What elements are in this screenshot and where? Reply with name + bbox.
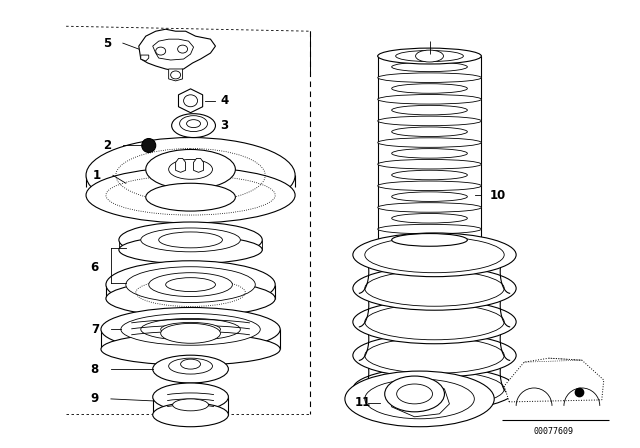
Ellipse shape xyxy=(166,278,216,292)
Ellipse shape xyxy=(378,51,481,61)
Ellipse shape xyxy=(156,47,166,55)
Ellipse shape xyxy=(392,233,467,246)
Ellipse shape xyxy=(353,267,516,310)
Ellipse shape xyxy=(392,192,467,202)
Ellipse shape xyxy=(392,235,467,245)
Ellipse shape xyxy=(153,403,228,427)
Ellipse shape xyxy=(161,323,220,343)
Ellipse shape xyxy=(101,307,280,351)
Ellipse shape xyxy=(86,168,295,223)
Ellipse shape xyxy=(159,232,223,248)
Ellipse shape xyxy=(397,384,433,404)
Polygon shape xyxy=(169,69,182,81)
Text: 8: 8 xyxy=(91,362,99,375)
Ellipse shape xyxy=(392,149,467,158)
Ellipse shape xyxy=(353,334,516,377)
Text: 7: 7 xyxy=(91,323,99,336)
Ellipse shape xyxy=(119,222,262,258)
Text: 3: 3 xyxy=(220,119,228,132)
Polygon shape xyxy=(179,89,203,113)
Ellipse shape xyxy=(415,50,444,62)
Ellipse shape xyxy=(141,319,241,340)
Polygon shape xyxy=(175,159,186,172)
Ellipse shape xyxy=(101,333,280,365)
Ellipse shape xyxy=(365,379,474,419)
Ellipse shape xyxy=(146,183,236,211)
Ellipse shape xyxy=(392,84,467,93)
Ellipse shape xyxy=(378,73,481,82)
Ellipse shape xyxy=(106,280,275,316)
Ellipse shape xyxy=(392,170,467,180)
Ellipse shape xyxy=(378,116,481,126)
Ellipse shape xyxy=(173,399,209,411)
Polygon shape xyxy=(153,39,193,60)
Ellipse shape xyxy=(180,359,200,369)
Text: 5: 5 xyxy=(102,37,111,50)
Ellipse shape xyxy=(378,224,481,234)
Ellipse shape xyxy=(365,237,504,273)
Ellipse shape xyxy=(392,127,467,137)
Ellipse shape xyxy=(86,138,295,213)
Ellipse shape xyxy=(106,261,275,309)
Ellipse shape xyxy=(378,181,481,190)
Ellipse shape xyxy=(178,45,188,53)
Ellipse shape xyxy=(142,138,156,152)
Text: 00077609: 00077609 xyxy=(534,427,574,436)
Ellipse shape xyxy=(365,271,504,306)
Text: 9: 9 xyxy=(91,392,99,405)
Ellipse shape xyxy=(378,159,481,169)
Ellipse shape xyxy=(121,314,260,345)
Text: 2: 2 xyxy=(103,139,111,152)
Ellipse shape xyxy=(171,71,180,79)
Polygon shape xyxy=(193,159,204,172)
Ellipse shape xyxy=(148,273,232,297)
Text: 1: 1 xyxy=(93,169,101,182)
Ellipse shape xyxy=(184,95,198,107)
Ellipse shape xyxy=(172,114,216,138)
Ellipse shape xyxy=(153,383,228,411)
Text: 10: 10 xyxy=(489,189,506,202)
Ellipse shape xyxy=(353,233,516,277)
Text: 11: 11 xyxy=(355,396,371,409)
Ellipse shape xyxy=(365,304,504,340)
Polygon shape xyxy=(139,29,216,71)
Ellipse shape xyxy=(365,371,504,407)
Ellipse shape xyxy=(153,355,228,383)
Ellipse shape xyxy=(169,358,212,374)
Ellipse shape xyxy=(146,150,236,189)
Ellipse shape xyxy=(396,51,463,62)
Polygon shape xyxy=(141,55,148,61)
Ellipse shape xyxy=(392,105,467,115)
Ellipse shape xyxy=(353,300,516,344)
Ellipse shape xyxy=(378,48,481,64)
Ellipse shape xyxy=(180,116,207,132)
Polygon shape xyxy=(390,379,449,417)
Polygon shape xyxy=(504,358,604,402)
Ellipse shape xyxy=(392,62,467,72)
Text: 6: 6 xyxy=(91,261,99,274)
Ellipse shape xyxy=(119,236,262,264)
Ellipse shape xyxy=(392,214,467,223)
Ellipse shape xyxy=(353,367,516,411)
Ellipse shape xyxy=(169,159,212,179)
Ellipse shape xyxy=(141,228,241,252)
Ellipse shape xyxy=(378,138,481,147)
Text: 4: 4 xyxy=(220,94,228,107)
Ellipse shape xyxy=(385,376,444,412)
Ellipse shape xyxy=(378,202,481,212)
Ellipse shape xyxy=(365,337,504,373)
Ellipse shape xyxy=(345,371,494,427)
Ellipse shape xyxy=(187,120,200,128)
Ellipse shape xyxy=(161,323,220,336)
Ellipse shape xyxy=(126,267,255,302)
Ellipse shape xyxy=(378,95,481,104)
